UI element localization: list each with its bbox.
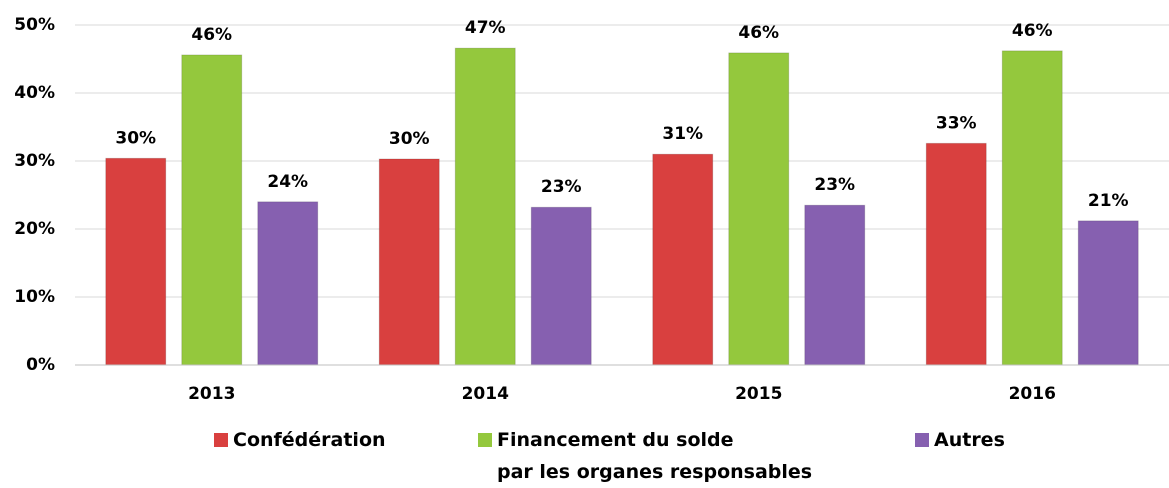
legend-swatch: [478, 433, 492, 447]
bar: [378, 158, 440, 366]
bar: [925, 142, 987, 366]
value-label: 46%: [1012, 21, 1053, 41]
bar: [728, 52, 790, 366]
value-label: 30%: [115, 128, 156, 148]
legend-label: Financement du solde par les organes res…: [497, 429, 813, 483]
bar: [105, 157, 167, 366]
legend-swatch: [214, 433, 228, 447]
value-label: 33%: [936, 113, 977, 133]
bar: [530, 206, 592, 366]
value-label: 30%: [389, 129, 430, 149]
bar: [1077, 220, 1139, 366]
y-tick-label: 0%: [26, 355, 55, 375]
y-tick-label: 40%: [14, 83, 55, 103]
value-label: 47%: [465, 18, 506, 38]
bar: [454, 47, 516, 366]
value-label: 23%: [814, 175, 855, 195]
value-label: 23%: [541, 177, 582, 197]
x-tick-label: 2013: [188, 384, 235, 404]
x-tick-label: 2014: [462, 384, 509, 404]
value-label: 31%: [662, 124, 703, 144]
y-tick-label: 30%: [14, 151, 55, 171]
value-label: 21%: [1088, 191, 1129, 211]
x-tick-label: 2016: [1009, 384, 1056, 404]
bar: [1001, 50, 1063, 366]
bar: [181, 54, 243, 366]
legend-label: Autres: [934, 429, 1005, 451]
y-tick-label: 10%: [14, 287, 55, 307]
y-tick-label: 20%: [14, 219, 55, 239]
value-label: 46%: [191, 25, 232, 45]
bar: [652, 153, 714, 366]
legend-swatch: [915, 433, 929, 447]
y-tick-label: 50%: [14, 15, 55, 35]
x-tick-label: 2015: [735, 384, 782, 404]
bar: [804, 204, 866, 366]
legend-label: Confédération: [233, 429, 386, 451]
value-label: 46%: [738, 23, 779, 43]
bar: [257, 201, 319, 366]
value-label: 24%: [267, 172, 308, 192]
